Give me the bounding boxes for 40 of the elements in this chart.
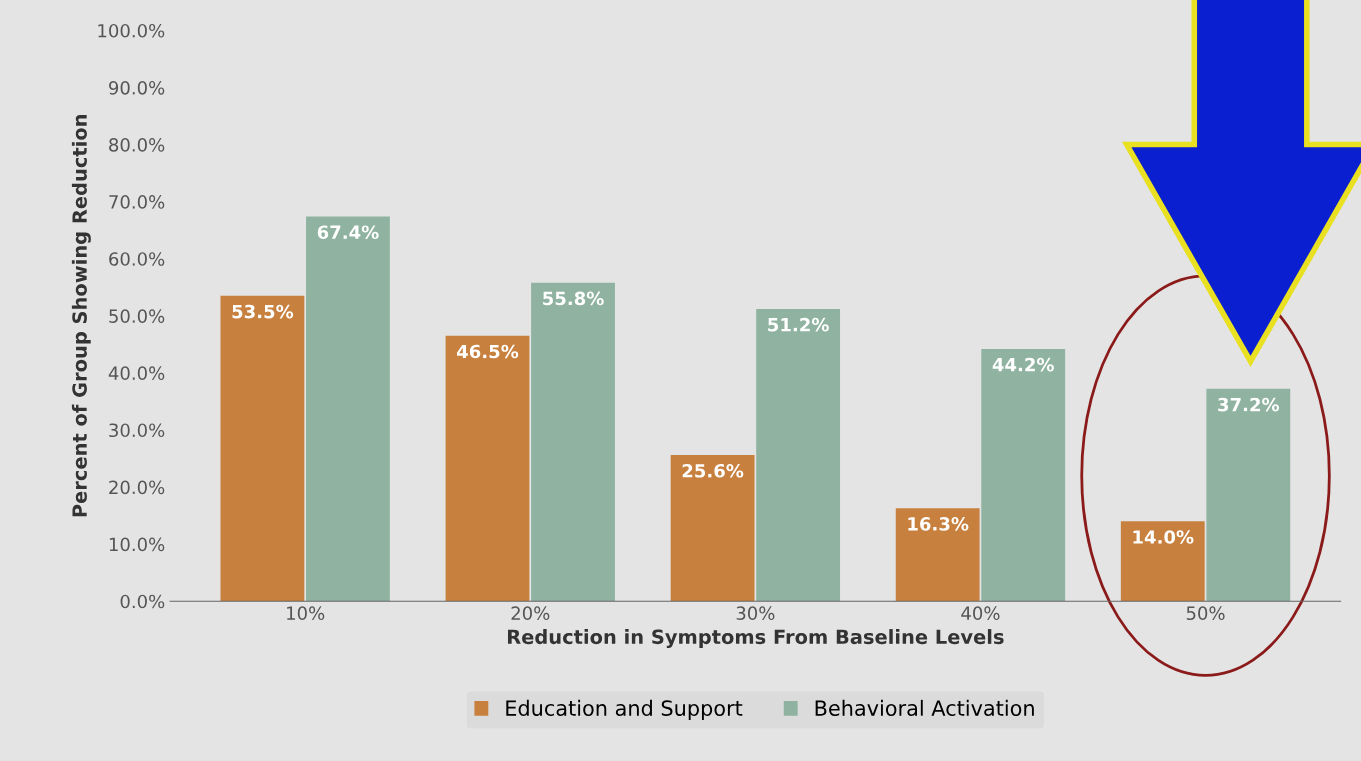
y-tick-label: 10.0% (109, 537, 165, 552)
y-tick-label: 70.0% (109, 195, 165, 209)
x-tick-label: 30% (736, 606, 775, 621)
y-tick-label: 50.0% (109, 309, 165, 323)
x-tick-label: 40% (961, 606, 1000, 621)
bar (670, 455, 755, 602)
bar (1120, 521, 1205, 602)
bar (220, 295, 305, 602)
data-label: 37.2% (1218, 397, 1280, 412)
data-label: 55.8% (543, 291, 604, 306)
bar (1206, 388, 1291, 602)
bar (306, 216, 390, 602)
bar (756, 308, 841, 602)
bar (531, 282, 615, 602)
y-tick-label: 0.0% (120, 594, 165, 609)
y-tick-label: 80.0% (109, 138, 165, 152)
y-tick-label: 60.0% (109, 252, 165, 266)
data-label: 14.0% (1133, 530, 1194, 544)
x-axis-title: Reduction in Symptoms From Baseline Levels (507, 629, 1004, 649)
data-label: 51.2% (768, 317, 829, 332)
bar (981, 348, 1066, 602)
data-label: 44.2% (992, 357, 1054, 372)
data-label: 67.4% (317, 225, 379, 240)
x-tick-label: 10% (287, 606, 325, 621)
x-tick-label: 50% (1186, 606, 1225, 621)
data-label: 53.5% (232, 304, 294, 319)
data-label: 16.3% (908, 517, 969, 531)
y-tick-label: 30.0% (109, 423, 165, 438)
legend-label: Behavioral Activation (815, 699, 1034, 716)
y-tick-label: 90.0% (109, 80, 165, 95)
y-tick-label: 40.0% (108, 366, 165, 381)
bar (895, 508, 980, 602)
legend-label: Education and Support (506, 699, 743, 721)
y-tick-label: 20.0% (109, 480, 165, 495)
bar (445, 335, 530, 602)
y-tick-label: 100.0% (98, 23, 165, 38)
data-label: 25.6% (682, 463, 744, 478)
y-axis-title: Percent of Group Showing Reduction (71, 115, 91, 517)
data-label: 46.5% (456, 344, 519, 359)
x-tick-label: 20% (511, 606, 550, 621)
